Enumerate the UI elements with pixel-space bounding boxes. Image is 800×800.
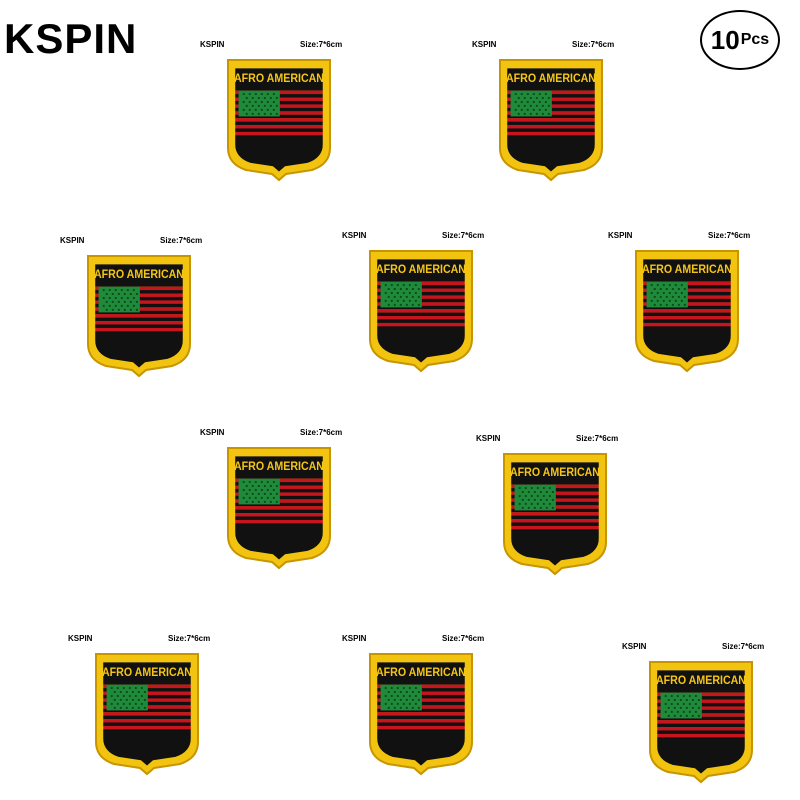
shield-patch-image: AFRO AMERICAN: [82, 252, 196, 378]
brand-logo: KSPIN: [4, 15, 138, 62]
patch-brand-label: KSPIN: [60, 236, 85, 245]
patch-item: KSPIN Size:7*6cm AFRO AMERICAN: [476, 434, 656, 584]
patch-size-label: Size:7*6cm: [708, 231, 751, 240]
patch-brand-label: KSPIN: [200, 428, 225, 437]
count-number: 10: [710, 24, 740, 55]
shield-patch-image: AFRO AMERICAN: [222, 444, 336, 570]
svg-text:AFRO AMERICAN: AFRO AMERICAN: [656, 675, 746, 687]
patch-size-label: Size:7*6cm: [722, 642, 765, 651]
patch-item: KSPIN Size:7*6cm AFRO AMERICAN: [60, 236, 240, 386]
patch-item: KSPIN Size:7*6cm AFRO AMERICAN: [200, 40, 380, 190]
patch-item: KSPIN Size:7*6cm AFRO AMERICAN: [472, 40, 652, 190]
shield-patch-image: AFRO AMERICAN: [494, 56, 608, 182]
svg-text:AFRO AMERICAN: AFRO AMERICAN: [376, 667, 466, 679]
svg-text:AFRO AMERICAN: AFRO AMERICAN: [642, 264, 732, 276]
patch-brand-label: KSPIN: [608, 231, 633, 240]
patch-brand-label: KSPIN: [68, 634, 93, 643]
shield-patch-image: AFRO AMERICAN: [364, 247, 478, 373]
patch-item: KSPIN Size:7*6cm AFRO AMERICAN: [622, 642, 800, 792]
count-unit: Pcs: [740, 31, 770, 48]
svg-text:AFRO AMERICAN: AFRO AMERICAN: [510, 467, 600, 479]
shield-patch-image: AFRO AMERICAN: [630, 247, 744, 373]
patch-size-label: Size:7*6cm: [572, 40, 615, 49]
patch-brand-label: KSPIN: [342, 231, 367, 240]
patch-item: KSPIN Size:7*6cm AFRO AMERICAN: [608, 231, 788, 381]
svg-text:AFRO AMERICAN: AFRO AMERICAN: [102, 667, 192, 679]
patch-size-label: Size:7*6cm: [576, 434, 619, 443]
svg-text:AFRO AMERICAN: AFRO AMERICAN: [506, 73, 596, 85]
shield-patch-image: AFRO AMERICAN: [90, 650, 204, 776]
patch-size-label: Size:7*6cm: [168, 634, 211, 643]
patch-item: KSPIN Size:7*6cm AFRO AMERICAN: [342, 231, 522, 381]
patch-brand-label: KSPIN: [342, 634, 367, 643]
patch-size-label: Size:7*6cm: [160, 236, 203, 245]
shield-patch-image: AFRO AMERICAN: [364, 650, 478, 776]
patch-size-label: Size:7*6cm: [442, 634, 485, 643]
patch-brand-label: KSPIN: [200, 40, 225, 49]
shield-patch-image: AFRO AMERICAN: [644, 658, 758, 784]
patch-brand-label: KSPIN: [476, 434, 501, 443]
patch-item: KSPIN Size:7*6cm AFRO AMERICAN: [68, 634, 248, 784]
patch-item: KSPIN Size:7*6cm AFRO AMERICAN: [342, 634, 522, 784]
svg-text:AFRO AMERICAN: AFRO AMERICAN: [376, 264, 466, 276]
patch-size-label: Size:7*6cm: [300, 428, 343, 437]
shield-patch-image: AFRO AMERICAN: [222, 56, 336, 182]
patch-brand-label: KSPIN: [622, 642, 647, 651]
svg-text:AFRO AMERICAN: AFRO AMERICAN: [94, 269, 184, 281]
patch-brand-label: KSPIN: [472, 40, 497, 49]
patch-size-label: Size:7*6cm: [300, 40, 343, 49]
shield-patch-image: AFRO AMERICAN: [498, 450, 612, 576]
piece-count-badge: 10 Pcs: [700, 10, 780, 70]
patch-item: KSPIN Size:7*6cm AFRO AMERICAN: [200, 428, 380, 578]
patch-size-label: Size:7*6cm: [442, 231, 485, 240]
svg-text:AFRO AMERICAN: AFRO AMERICAN: [234, 461, 324, 473]
svg-text:AFRO AMERICAN: AFRO AMERICAN: [234, 73, 324, 85]
